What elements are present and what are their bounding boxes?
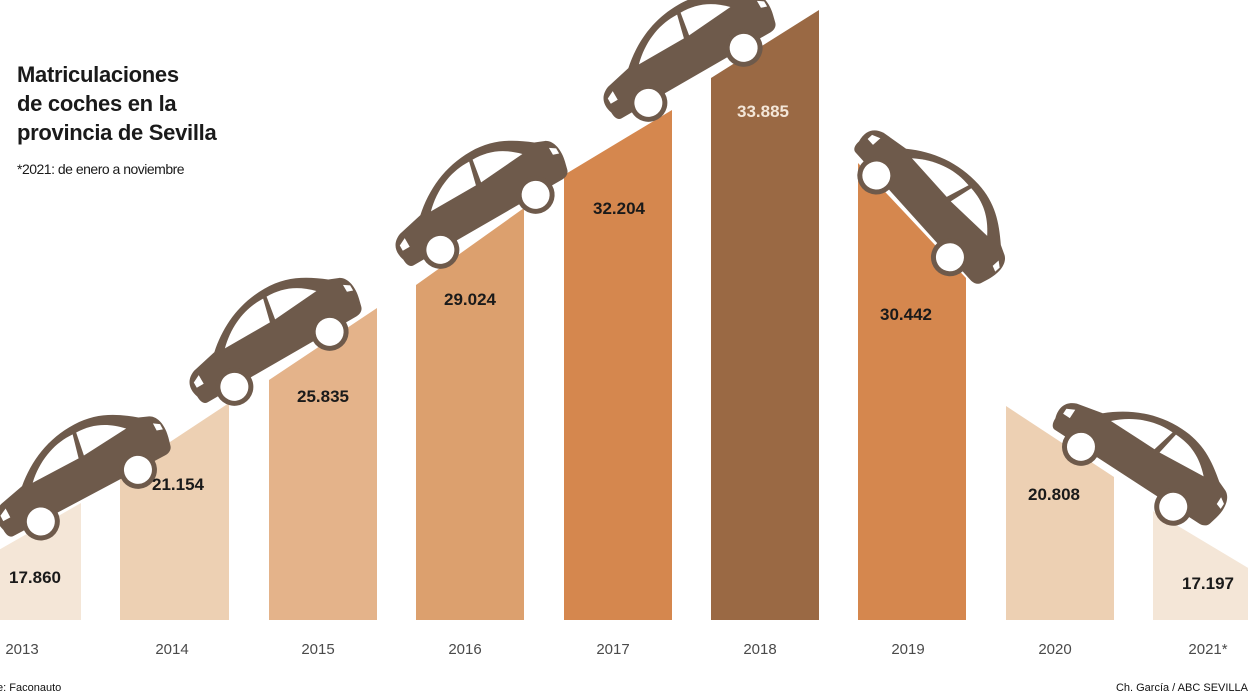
x-axis-year-label: 2016 [448,641,481,658]
bar-value-label: 17.860 [9,568,61,587]
labels-layer: 17.860 2013 21.154 2014 25.835 2015 29.024 2016… [5,102,1234,658]
x-axis-year-label: 2019 [891,641,924,658]
bar-value-label: 17.197 [1182,574,1234,593]
bar-value-label: 20.808 [1028,485,1080,504]
bar-2018 [711,10,819,620]
chart-title: Matriculaciones de coches en la provinci… [17,60,217,147]
title-line: de coches en la [17,91,177,116]
title-line: Matriculaciones [17,62,179,87]
bars-layer [0,10,1248,620]
chart-note: *2021: de enero a noviembre [17,161,185,177]
credit-label: Ch. García / ABC SEVILLA [1115,682,1248,694]
x-axis-year-label: 2020 [1038,641,1071,658]
title-line: provincia de Sevilla [17,120,217,145]
x-axis-year-label: 2013 [5,641,38,658]
x-axis-year-label: 2014 [155,641,188,658]
bar-value-label: 21.154 [152,475,205,494]
bar-value-label: 30.442 [880,305,932,324]
bar-value-label: 25.835 [297,387,349,406]
x-axis-year-label: 2018 [743,641,776,658]
x-axis-year-label: 2021* [1188,641,1227,658]
bar-value-label: 33.885 [737,102,789,121]
source-label: te: Faconauto [0,682,62,694]
bar-2016 [416,208,524,620]
bar-2021 [1153,511,1248,620]
bar-2015 [269,308,377,620]
bar-2019 [858,163,966,620]
bar-value-label: 32.204 [593,199,646,218]
bar-2017 [564,110,672,620]
x-axis-year-label: 2015 [301,641,334,658]
x-axis-year-label: 2017 [596,641,629,658]
bar-2013 [0,503,81,620]
bar-value-label: 29.024 [444,290,497,309]
